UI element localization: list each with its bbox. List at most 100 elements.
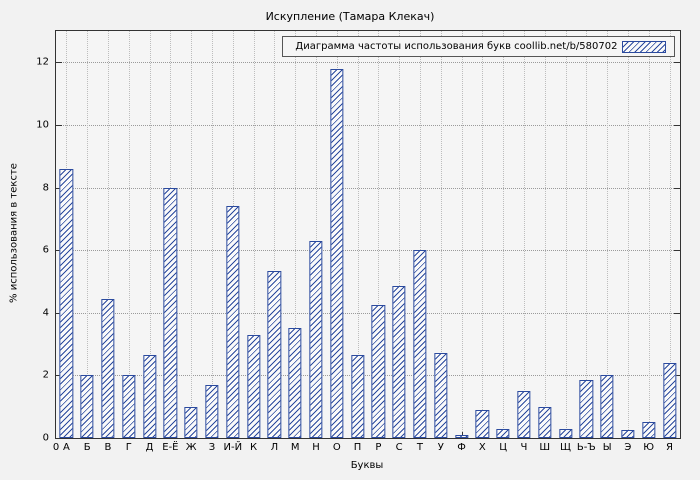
x-gridline	[253, 31, 255, 438]
bar-slot: В	[98, 31, 119, 453]
x-tick-label: В	[104, 442, 112, 453]
y-tick-label: 2	[42, 369, 49, 381]
x-gridline	[503, 31, 505, 438]
legend-swatch	[622, 40, 666, 53]
x-tick-label: Е-Ё	[162, 442, 179, 453]
x-tick-label: Д	[145, 442, 154, 453]
x-axis-label: Буквы	[350, 460, 384, 471]
bar-slot: У	[430, 31, 451, 453]
x-tick-label: Т	[416, 442, 423, 453]
bar	[558, 428, 573, 438]
x-gridline	[211, 31, 213, 438]
y-tick-label: 8	[42, 182, 49, 194]
x-tick-label: М	[290, 442, 300, 453]
x-tick-label: Э	[624, 442, 632, 453]
bar-slot: Х	[472, 31, 493, 453]
y-axis-label: % использования в тексте	[8, 163, 20, 303]
y-gridline	[56, 124, 680, 126]
x-tick-label: З	[208, 442, 216, 453]
bar	[392, 286, 406, 438]
bar	[350, 355, 365, 438]
legend: Диаграмма частоты использования букв coo…	[281, 36, 675, 57]
bar-slot: Т	[410, 31, 431, 453]
x-gridline	[482, 31, 484, 438]
x-gridline	[295, 31, 297, 438]
bar-slot: Ю	[638, 31, 659, 453]
x-tick-label: Х	[478, 442, 486, 453]
x-tick-label: Ю	[643, 442, 655, 453]
x-gridline	[419, 31, 421, 438]
bar-slot: О	[326, 31, 347, 453]
bar	[600, 375, 614, 438]
x-tick-label: Б	[83, 442, 91, 453]
bar-slot: И-Й	[222, 31, 243, 453]
x-tick-label: Ы	[602, 442, 612, 453]
x-tick-label: О	[332, 442, 341, 453]
y-tick-mark	[56, 62, 62, 64]
y-tick-mark	[674, 187, 680, 189]
bar	[475, 409, 489, 438]
bar-slot: С	[389, 31, 410, 453]
bar	[309, 240, 323, 438]
y-tick-mark	[674, 62, 680, 64]
bar-slot: Ы	[597, 31, 618, 453]
x-tick-label: П	[353, 442, 362, 453]
x-tick-label: Р	[375, 442, 382, 453]
bar-slots: А Б В Г Д Е-Ё Ж З И-Й К Л М Н О П Р С Т У Ф Х Ц Ч Ш Щ Ь-Ъ Ы Э Ю Я	[56, 31, 680, 453]
bar	[122, 375, 136, 438]
bar-slot: П	[347, 31, 368, 453]
x-tick-label: Ь-Ъ	[576, 442, 596, 453]
bar-slot: Я	[659, 31, 680, 453]
x-gridline	[357, 31, 359, 438]
bar-slot: Р	[368, 31, 389, 453]
x-tick-label: У	[437, 442, 444, 453]
x-gridline	[274, 31, 276, 438]
bar	[288, 328, 302, 438]
x-origin-label: 0	[52, 442, 60, 453]
x-tick-label: С	[395, 442, 403, 453]
bar-slot: К	[243, 31, 264, 453]
bar	[330, 68, 344, 438]
y-gridline	[56, 62, 680, 64]
bar-slot: М	[285, 31, 306, 453]
bar-slot: Н	[306, 31, 327, 453]
bar-slot: Ф	[451, 31, 472, 453]
x-gridline	[669, 31, 671, 438]
bar-slot: Ж	[181, 31, 202, 453]
bar-slot: Ь-Ъ	[576, 31, 597, 453]
y-tick-mark	[56, 187, 62, 189]
y-gridline	[56, 375, 680, 377]
y-tick-mark	[674, 312, 680, 314]
bar-slot: Ш	[534, 31, 555, 453]
bar-slot: Ц	[493, 31, 514, 453]
y-tick-mark	[674, 250, 680, 252]
bar	[538, 406, 552, 438]
x-gridline	[544, 31, 546, 438]
bar	[184, 406, 198, 438]
bar-slot: З	[202, 31, 223, 453]
x-tick-label: Ш	[539, 442, 551, 453]
y-gridline	[56, 312, 680, 314]
x-tick-label: Ч	[520, 442, 528, 453]
y-tick-label: 12	[36, 56, 49, 68]
bar-slot: Э	[618, 31, 639, 453]
x-tick-label: И-Й	[223, 442, 243, 453]
legend-label: Диаграмма частоты использования букв coo…	[295, 41, 618, 52]
x-gridline	[648, 31, 650, 438]
bar-slot: Ч	[514, 31, 535, 453]
x-tick-label: Г	[125, 442, 132, 453]
bar	[454, 434, 469, 438]
x-gridline	[315, 31, 317, 438]
x-tick-label: Л	[270, 442, 279, 453]
bar	[371, 304, 385, 438]
bar-slot: Г	[118, 31, 139, 453]
x-gridline	[607, 31, 609, 438]
bar	[205, 384, 219, 438]
x-gridline	[87, 31, 89, 438]
bar	[496, 428, 510, 438]
bar-slot: Д	[139, 31, 160, 453]
bar-slot: Б	[77, 31, 98, 453]
x-tick-label: Ф	[457, 442, 466, 453]
x-gridline	[586, 31, 588, 438]
